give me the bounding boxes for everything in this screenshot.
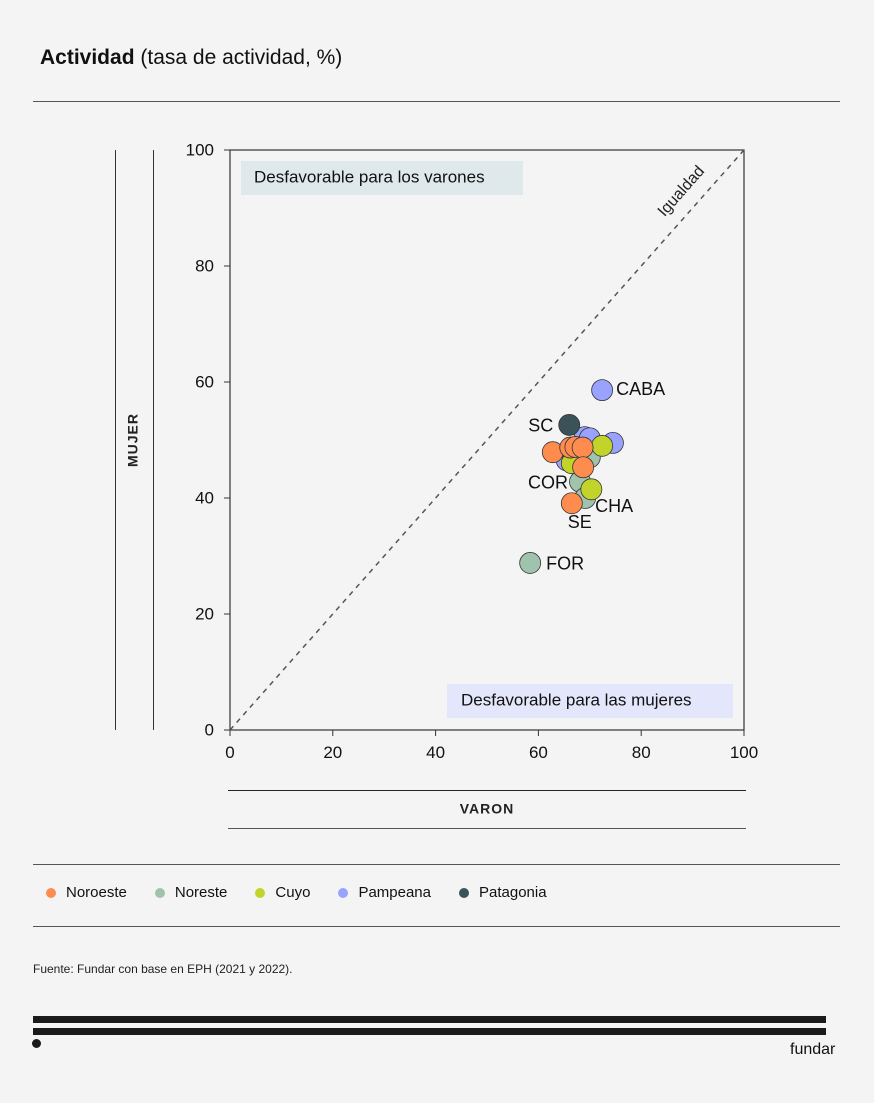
brand-dot (32, 1039, 41, 1048)
legend-label: Patagonia (479, 884, 547, 901)
data-label: SE (568, 512, 592, 532)
legend-divider-top (33, 864, 840, 865)
legend-dot-icon (459, 887, 469, 898)
legend-label: Noreste (174, 884, 228, 901)
data-point-noroeste (560, 492, 583, 515)
legend: Noroeste Noreste Cuyo Pampeana Patagonia (46, 884, 575, 901)
x-tick-label: 100 (730, 743, 758, 762)
data-label: COR (528, 473, 568, 493)
y-tick-label: 40 (195, 488, 214, 507)
x-tick-label: 0 (225, 743, 234, 762)
legend-divider-bottom (33, 926, 840, 927)
legend-item: Pampeana (338, 884, 431, 901)
legend-dot-icon (255, 887, 266, 898)
plot-frame (229, 149, 745, 731)
y-tick-label: 60 (195, 372, 214, 391)
data-point-cuyo (591, 434, 614, 457)
data-point-patagonia (558, 414, 581, 436)
data-point-cuyo (580, 478, 603, 501)
y-tick-label: 80 (195, 256, 214, 275)
data-point-pampeana (591, 379, 614, 402)
equality-line (229, 149, 745, 731)
title-strong: Actividad (40, 46, 135, 69)
y-tick-label: 0 (205, 720, 214, 739)
scatter-chart: MUJER VARON Desfavorable para los varone… (115, 140, 758, 829)
brand-bar-top (33, 1016, 826, 1023)
legend-item: Cuyo (255, 884, 310, 901)
legend-item: Patagonia (459, 884, 547, 901)
legend-label: Cuyo (275, 884, 311, 901)
legend-label: Pampeana (358, 884, 431, 901)
title-rest: (tasa de actividad, %) (134, 46, 343, 69)
brand-logo: fundar (790, 1041, 836, 1058)
legend-dot-icon (46, 887, 56, 898)
title-divider (33, 101, 840, 102)
legend-dot-icon (338, 887, 349, 898)
data-label: CHA (595, 496, 633, 516)
data-label: CABA (616, 379, 665, 399)
legend-label: Noroeste (66, 884, 127, 901)
x-tick-label: 80 (632, 743, 651, 762)
data-label: FOR (546, 554, 584, 574)
x-axis-label: VARON (460, 801, 515, 817)
legend-dot-icon (154, 887, 165, 898)
annotation-lower-right: Desfavorable para las mujeres (461, 690, 692, 709)
annotation-box-lower-right (447, 684, 733, 718)
x-tick-label: 60 (529, 743, 548, 762)
data-point-noreste (519, 552, 542, 574)
legend-item: Noreste (154, 884, 228, 901)
x-tick-label: 20 (323, 743, 342, 762)
data-label: SC (528, 416, 553, 436)
y-tick-label: 100 (186, 140, 214, 159)
legend-item: Noroeste (46, 884, 127, 901)
annotation-upper-left: Desfavorable para los varones (254, 167, 485, 186)
y-axis-label: MUJER (125, 413, 141, 467)
data-point-noroeste (571, 436, 594, 459)
data-point-noroeste (572, 456, 595, 479)
annotation-box-upper-left (241, 161, 523, 195)
x-tick-label: 40 (426, 743, 445, 762)
source-label: Fuente: (33, 962, 74, 976)
source-note: Fuente: Fundar con base en EPH (2021 y 2… (33, 962, 293, 976)
source-text: Fundar con base en EPH (2021 y 2022). (73, 962, 293, 976)
equality-label: Igualdad (655, 163, 708, 220)
brand-bar-bottom (33, 1028, 826, 1035)
y-tick-label: 20 (195, 604, 214, 623)
chart-title: Actividad (tasa de actividad, %) (40, 46, 342, 70)
